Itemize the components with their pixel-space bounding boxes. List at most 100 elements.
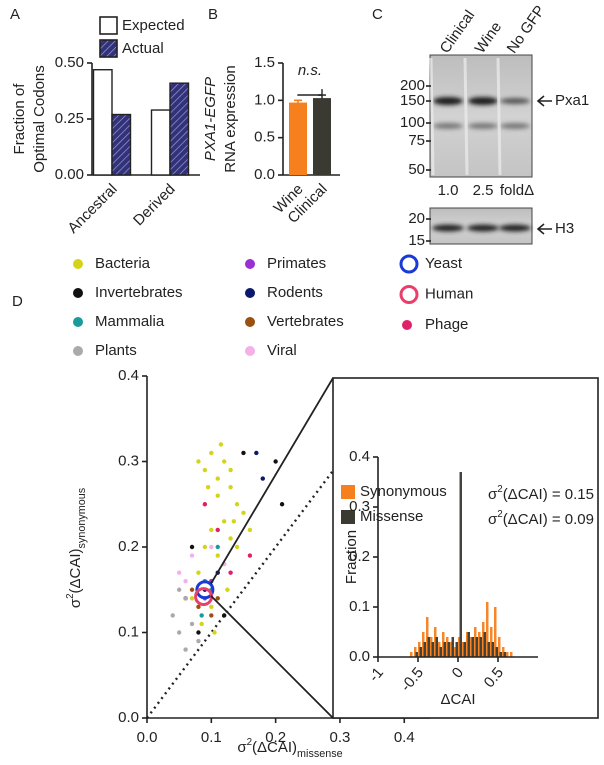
point [189,587,195,592]
y-axis-label: RNA expression [222,65,239,173]
y-tick-label: 0.4 [118,367,139,384]
point [209,450,214,456]
hist-bar [459,472,462,657]
text-part: σ [488,511,498,528]
hist-bar [486,602,489,657]
text-part: σ [237,739,247,756]
marker-label: 50 [408,161,425,178]
point [196,604,201,610]
y-tick-label: 0.4 [349,448,370,465]
legend-label: Yeast [425,255,463,272]
point [176,630,182,635]
bar [111,113,132,176]
marker-label: 15 [408,232,425,249]
text-part: (ΔCAI) [252,739,297,756]
point [215,553,220,558]
legend-swatch [341,485,355,499]
hist-bar [490,627,493,657]
legend-label: Phage [425,316,468,333]
point [183,596,188,601]
point [247,553,253,558]
point [212,630,217,635]
point [170,613,175,618]
y-tick-label: 0.0 [118,709,139,726]
legend-label: Viral [267,342,297,359]
marker-label: 75 [408,132,425,149]
arrow [536,95,552,107]
band [468,123,498,129]
hist-bar [423,642,426,657]
hist-bar [479,637,482,657]
point [234,544,240,550]
hist-bar [410,652,413,657]
point [196,570,201,575]
error-bar [294,99,302,105]
hist-bar [487,642,490,657]
point [221,459,227,464]
text-part: σ [67,598,84,608]
point [225,587,230,592]
y-tick-label: 0.0 [349,648,370,665]
legend-label: Actual [122,40,164,57]
hist-bar [435,637,438,657]
hist-bar [499,652,502,657]
legend-dot [245,259,255,269]
point [196,638,201,644]
point [241,450,246,456]
lane-label: Clinical [437,7,479,56]
y-tick-label: 0.25 [55,110,84,127]
band [500,98,530,104]
hist-bar [450,642,453,657]
text-part: 2 [497,484,502,495]
point [215,527,220,533]
band [433,123,463,129]
point [215,476,220,481]
hist-bar [495,647,498,657]
annotation: σ2(ΔCAI) = 0.15 [488,484,594,503]
fold-title: foldΔ [500,182,534,199]
y-tick-label: 1.0 [254,91,275,108]
x-tick-label: Ancestral [64,181,120,237]
y-tick-label: 0.50 [55,54,84,71]
x-axis-label: ΔCAI [440,691,475,708]
point [205,484,211,490]
point [279,502,285,507]
legend-label: Human [425,285,473,302]
hist-bar [463,642,466,657]
point [189,621,195,627]
point [183,579,188,584]
point [209,544,214,550]
panel-letter: B [208,6,218,23]
hist-bar [462,642,465,657]
text-part: (ΔCAI) = 0.15 [503,486,594,503]
hist-bar [414,647,417,657]
bar [313,98,331,175]
marker-label: 100 [400,114,425,131]
legend-label: Missense [360,508,423,525]
point [176,570,182,575]
point [215,596,220,601]
y-tick-label: 0.00 [55,166,84,183]
hist-bar [443,642,446,657]
legend-dot [73,346,83,356]
point [176,587,182,592]
panel-letter: D [12,293,23,310]
point [231,519,237,524]
x-tick-label: 0.4 [394,729,415,746]
hist-bar [446,637,449,657]
x-axis-label: σ2(ΔCAI)missense [237,737,342,760]
blot-top [429,54,533,178]
lane-edge [496,57,502,176]
hist-bar [494,607,497,657]
hist-bar [474,627,477,657]
hist-bar [439,647,442,657]
band [500,123,530,129]
legend-dot [73,317,83,327]
text-part: 2 [497,509,502,520]
point [202,544,208,550]
legend-dot [245,346,255,356]
legend-label: Bacteria [95,255,151,272]
panel-letter: A [10,6,20,23]
